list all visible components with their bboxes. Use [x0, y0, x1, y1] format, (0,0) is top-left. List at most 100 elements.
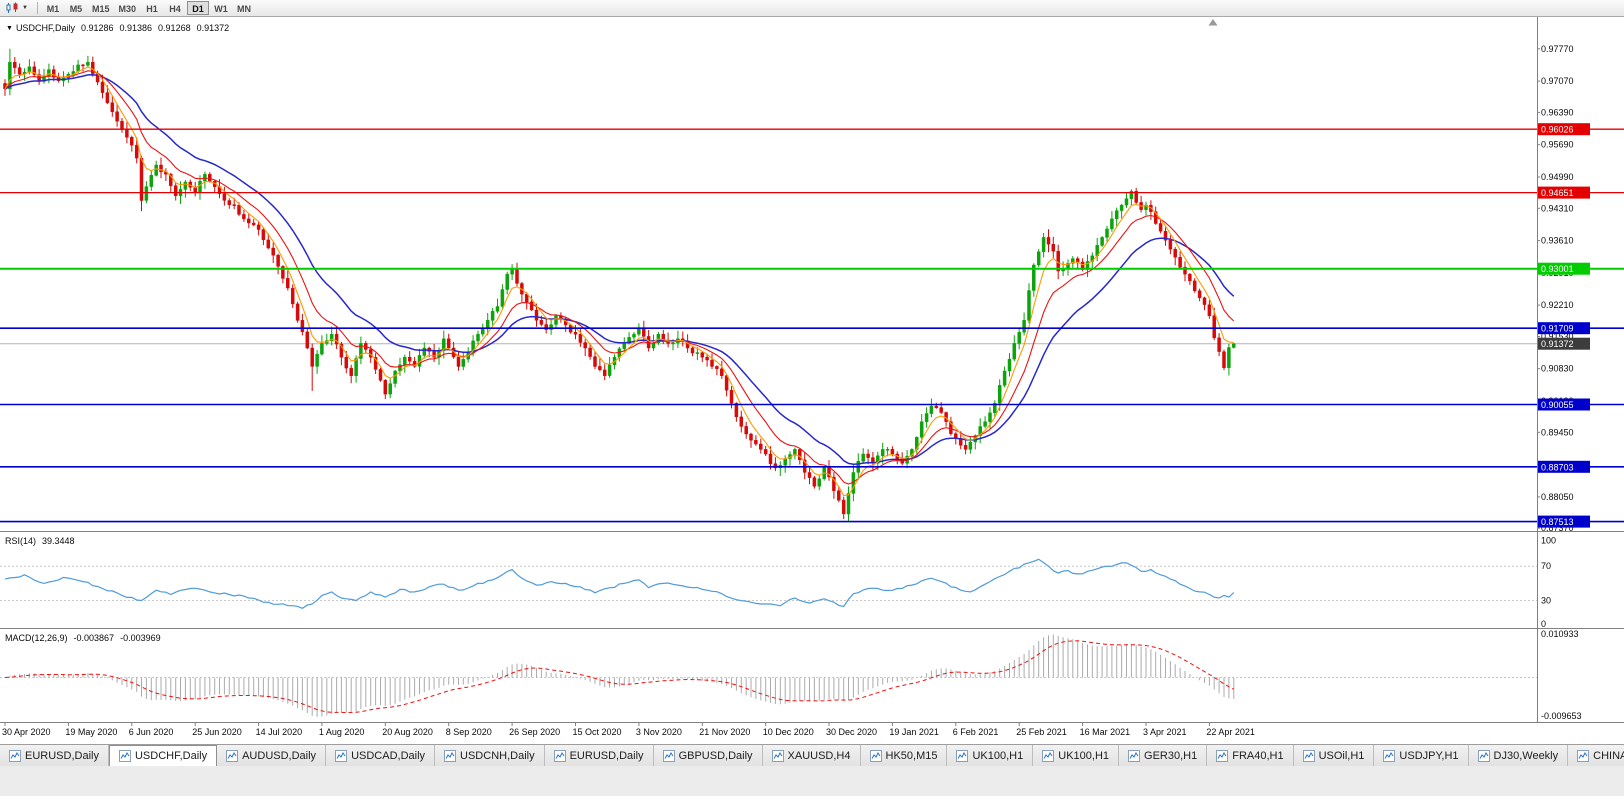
tab-label: XAUUSD,H4 [787, 749, 851, 762]
date-axis-label: 1 Aug 2020 [319, 727, 365, 737]
chart-tab-uk100-h1[interactable]: UK100,H1 [947, 745, 1034, 766]
mini-chart-icon [444, 749, 457, 762]
period-button-m30[interactable]: M30 [118, 4, 136, 14]
chart-tab-fra40-h1[interactable]: FRA40,H1 [1207, 745, 1294, 766]
mini-chart-icon [1302, 749, 1315, 762]
period-button-mn[interactable]: MN [236, 4, 251, 14]
macd-histogram [9, 634, 1235, 717]
chart-tab-usdchf-daily[interactable]: USDCHF,Daily [108, 745, 218, 766]
tab-label: USDJPY,H1 [1399, 749, 1459, 762]
period-buttons-group: M1 M5 M15 M30 H1 H4 D1 W1 MN [42, 1, 255, 15]
chart-tab-eurusd-daily[interactable]: EURUSD,Daily [544, 745, 654, 766]
chart-tab-usdjpy-h1[interactable]: USDJPY,H1 [1374, 745, 1469, 766]
tab-label: DJ30,Weekly [1493, 749, 1559, 762]
ma-slow-line [4, 74, 1235, 465]
price-axis-label: 0.97070 [1541, 76, 1574, 86]
tab-label: HK50,M15 [885, 749, 938, 762]
chart-tab-gbpusd-daily[interactable]: GBPUSD,Daily [653, 745, 763, 766]
date-axis-label: 8 Sep 2020 [446, 727, 492, 737]
price-badge-0.93001-text: 0.93001 [1541, 264, 1574, 274]
price-axis-label: 0.93610 [1541, 236, 1574, 246]
mini-chart-icon [226, 749, 239, 762]
macd-signal-value: -0.003969 [120, 633, 161, 643]
chart-tabs-bar: EURUSD,Daily USDCHF,Daily AUDUSD,Daily USDC… [0, 744, 1624, 766]
tab-label: AUDUSD,Daily [242, 749, 317, 762]
price-badge-0.87513 [1538, 515, 1590, 528]
date-axis-label: 14 Jul 2020 [256, 727, 303, 737]
mini-chart-icon [1577, 749, 1590, 762]
price-axis-label: 0.91530 [1541, 332, 1574, 342]
period-button-m5[interactable]: M5 [69, 4, 83, 14]
period-button-d1[interactable]: D1 [186, 1, 209, 15]
chart-tab-china300-h1[interactable]: CHINA300,H1 [1568, 745, 1624, 766]
chart-type-dropdown[interactable]: ▼ [0, 0, 33, 16]
period-button-h4[interactable]: H4 [169, 4, 181, 14]
price-axis-label: 0.89450 [1541, 427, 1574, 437]
period-button-m15[interactable]: M15 [91, 4, 110, 14]
mini-chart-icon [1383, 749, 1396, 762]
date-axis-label: 25 Feb 2021 [1016, 727, 1067, 737]
chart-canvas[interactable]: 0.97770 0.97070 0.96390 0.95690 0.94990 0.943… [0, 0, 1624, 744]
price-badge-0.94651 [1538, 186, 1590, 199]
chart-tab-uk100-h1[interactable]: UK100,H1 [1033, 745, 1120, 766]
date-axis-label: 22 Apr 2021 [1206, 727, 1255, 737]
tab-label: CHINA300,H1 [1593, 749, 1624, 762]
price-axis-label: 0.87370 [1541, 523, 1574, 533]
date-axis-label: 6 Feb 2021 [953, 727, 999, 737]
rsi-axis-label: 0 [1541, 619, 1546, 629]
open-value: 0.91286 [80, 23, 114, 33]
rsi-line [4, 558, 1235, 609]
price-axis-label: 0.92210 [1541, 300, 1574, 310]
price-badge-0.87513-text: 0.87513 [1541, 517, 1574, 527]
mini-chart-icon [1216, 749, 1229, 762]
tab-label: USOil,H1 [1318, 749, 1365, 762]
main-chart-title: ▼ USDCHF,Daily 0.91286 0.91386 0.91268 0.9137… [6, 23, 229, 33]
high-value: 0.91386 [119, 23, 153, 33]
price-axis-label: 0.97770 [1541, 44, 1574, 54]
mini-chart-icon [9, 749, 21, 762]
mini-chart-icon [553, 749, 566, 762]
date-axis-label: 26 Sep 2020 [509, 727, 560, 737]
price-badge-0.88703 [1538, 460, 1590, 473]
chevron-down-icon: ▼ [22, 5, 28, 11]
main-price-pane [0, 48, 1537, 522]
price-badge-0.94651-text: 0.94651 [1541, 188, 1574, 198]
mini-chart-icon [956, 749, 969, 762]
rsi-value: 39.3448 [42, 536, 75, 546]
price-badge-0.93001 [1538, 262, 1590, 275]
date-axis-label: 25 Jun 2020 [192, 727, 242, 737]
chart-tab-xauusd-h4[interactable]: XAUUSD,H4 [762, 745, 861, 766]
macd-title: MACD(12,26,9) -0.003867 -0.003969 [5, 633, 161, 643]
date-axis-label: 3 Nov 2020 [636, 727, 682, 737]
mini-chart-icon [1477, 749, 1490, 762]
chart-tab-usdcad-daily[interactable]: USDCAD,Daily [326, 745, 436, 766]
chart-tab-usoil-h1[interactable]: USOil,H1 [1293, 745, 1375, 766]
chart-tab-hk50-m15[interactable]: HK50,M15 [860, 745, 948, 766]
tab-label: GBPUSD,Daily [678, 749, 753, 762]
price-badge-0.90055 [1538, 398, 1590, 411]
macd-pane [0, 634, 1537, 717]
tab-label: USDCAD,Daily [351, 749, 426, 762]
mini-chart-icon [118, 749, 131, 762]
rsi-pane [0, 558, 1537, 609]
tab-label: USDCNH,Daily [460, 749, 535, 762]
mini-chart-icon [1128, 749, 1141, 762]
chart-tab-dj30-weekly[interactable]: DJ30,Weekly [1468, 745, 1569, 766]
chart-tab-usdcnh-daily[interactable]: USDCNH,Daily [435, 745, 545, 766]
tab-label: EURUSD,Daily [25, 749, 99, 762]
chart-tab-ger30-h1[interactable]: GER30,H1 [1119, 745, 1208, 766]
chart-tab-audusd-daily[interactable]: AUDUSD,Daily [217, 745, 327, 766]
rsi-axis-label: 30 [1541, 596, 1551, 606]
price-badge-0.90055-text: 0.90055 [1541, 400, 1574, 410]
rsi-axis-label: 70 [1541, 561, 1551, 571]
chart-shift-marker[interactable] [1208, 19, 1218, 26]
period-button-m1[interactable]: M1 [46, 4, 60, 14]
price-axis-label: 0.94990 [1541, 172, 1574, 182]
collapse-triangle-icon[interactable]: ▼ [6, 25, 13, 32]
chart-tab-eurusd-daily[interactable]: EURUSD,Daily [0, 745, 109, 766]
period-button-h1[interactable]: H1 [146, 4, 158, 14]
period-button-w1[interactable]: W1 [214, 4, 228, 14]
timeframes-toolbar: ▼ M1 M5 M15 M30 H1 H4 D1 W1 MN [0, 0, 1624, 17]
price-axis-label: 0.95690 [1541, 140, 1574, 150]
